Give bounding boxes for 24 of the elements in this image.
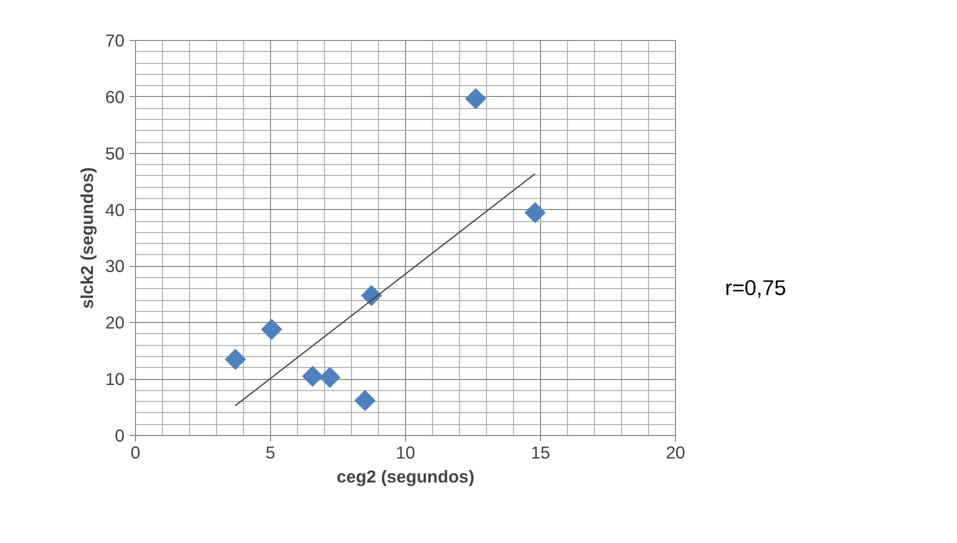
point — [261, 319, 282, 340]
y-tick-label: 70 — [105, 30, 125, 50]
x-tick-label: 0 — [130, 442, 140, 462]
y-tick-label: 50 — [105, 143, 125, 164]
x-axis-title: ceg2 (segundos) — [336, 466, 474, 486]
y-tick-label: 40 — [105, 200, 125, 220]
point — [225, 348, 246, 370]
text: r=0,75 — [725, 275, 786, 302]
y-tick-label: 20 — [105, 312, 125, 333]
point — [524, 202, 546, 224]
x-tick-label: 15 — [530, 442, 550, 462]
point — [361, 285, 382, 306]
x-tick-label: 5 — [266, 442, 276, 462]
y-tick-label: 60 — [105, 86, 125, 107]
x-tick-label: 10 — [396, 442, 416, 462]
point — [354, 390, 376, 411]
y-axis-title: slck2 (segundos) — [77, 167, 98, 309]
y-tick-label: 10 — [105, 369, 125, 390]
y-tick-label: 30 — [105, 256, 125, 276]
x-tick-label: 20 — [666, 442, 686, 462]
y-tick-label: 0 — [114, 426, 125, 446]
point — [320, 366, 340, 388]
point — [302, 366, 324, 387]
point — [465, 88, 486, 110]
